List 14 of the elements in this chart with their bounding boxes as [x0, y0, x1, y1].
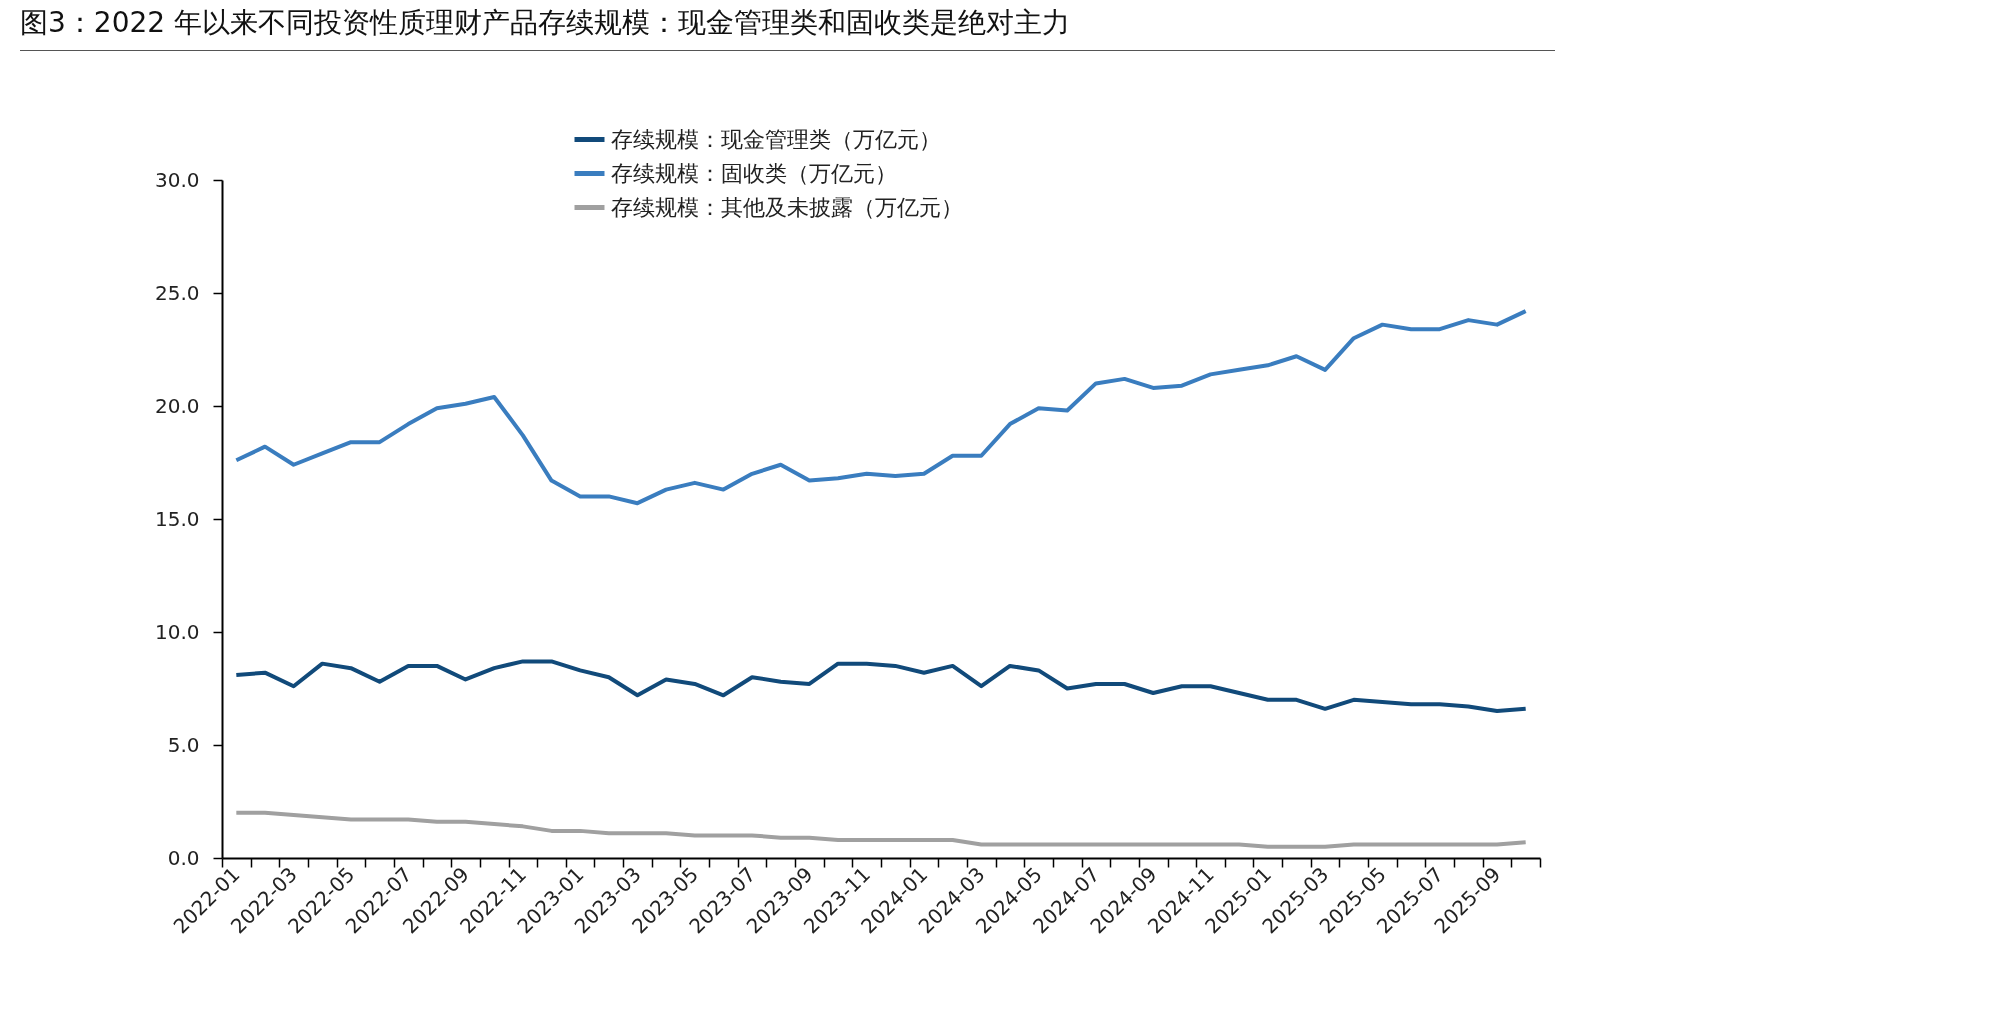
- y-tick-label: 5.0: [167, 732, 200, 757]
- line-series: [234, 659, 1528, 714]
- y-tick-label: 30.0: [154, 167, 200, 192]
- y-tick-label: 25.0: [154, 280, 200, 305]
- line-series: [234, 810, 1528, 849]
- line-series: [234, 309, 1528, 506]
- chart-title: 图3：2022 年以来不同投资性质理财产品存续规模：现金管理类和固收类是绝对主力: [20, 4, 1555, 51]
- y-tick-label: 10.0: [154, 619, 200, 644]
- y-tick-label: 0.0: [167, 845, 200, 870]
- legend-label: 存续规模：现金管理类（万亿元）: [611, 126, 941, 152]
- y-tick-label: 20.0: [154, 393, 200, 418]
- legend-label: 存续规模：其他及未披露（万亿元）: [611, 194, 963, 220]
- legend-label: 存续规模：固收类（万亿元）: [611, 160, 897, 186]
- y-tick-label: 15.0: [154, 506, 200, 531]
